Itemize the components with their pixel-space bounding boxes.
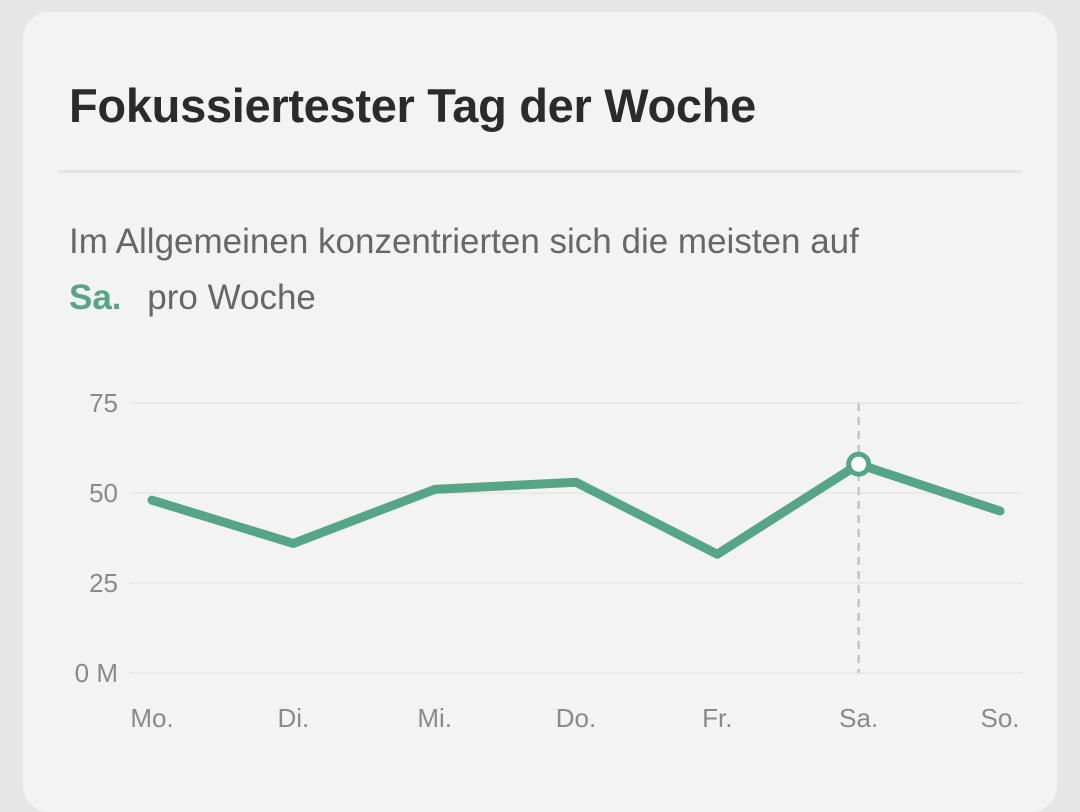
x-tick-label: So. <box>980 703 1019 733</box>
highlighted-data-point <box>849 454 869 474</box>
y-tick-label: 75 <box>89 388 118 418</box>
weekly-focus-line-chart: 0 M 25 50 75 Mo. Di. Mi. Do. Fr. Sa. So. <box>23 12 1057 794</box>
series-line <box>152 464 1000 554</box>
x-tick-label: Do. <box>556 703 596 733</box>
x-tick-label: Sa. <box>839 703 878 733</box>
focus-day-card: Fokussiertester Tag der Woche Im Allgeme… <box>23 12 1057 812</box>
y-tick-label: 25 <box>89 568 118 598</box>
x-tick-label: Di. <box>277 703 309 733</box>
y-tick-label: 0 M <box>75 658 118 688</box>
x-tick-label: Mi. <box>417 703 452 733</box>
x-tick-label: Mo. <box>130 703 173 733</box>
x-tick-label: Fr. <box>702 703 732 733</box>
y-tick-label: 50 <box>89 478 118 508</box>
